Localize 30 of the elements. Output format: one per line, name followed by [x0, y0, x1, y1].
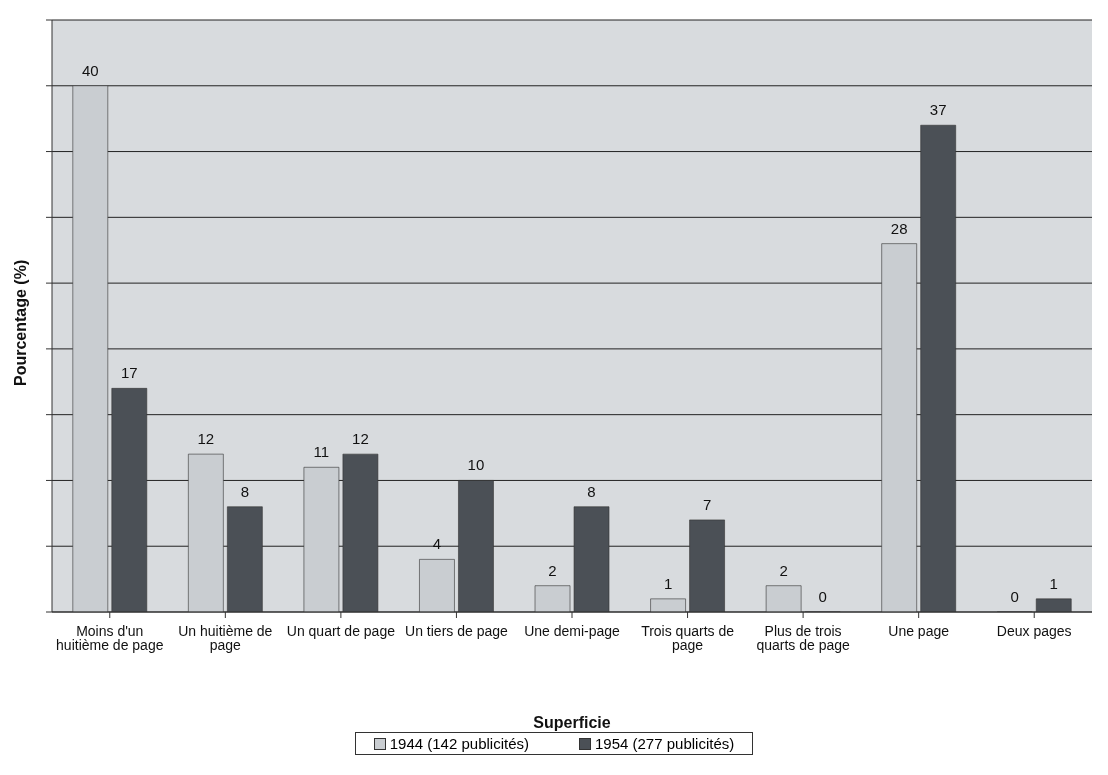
x-tick-label: Moins d'un huitième de page — [56, 622, 164, 653]
data-label: 10 — [467, 456, 485, 474]
data-label: 37 — [929, 101, 947, 119]
data-label: 2 — [779, 561, 788, 579]
x-tick-label: Un quart de page — [286, 622, 396, 639]
data-label: 7 — [702, 495, 712, 513]
x-tick-label: Deux pages — [996, 622, 1072, 639]
data-label: 8 — [587, 482, 596, 500]
y-axis-title: Pourcentage (%) — [11, 259, 29, 386]
legend-label: 1954 (277 publicités) — [594, 735, 735, 752]
data-label: 12 — [352, 430, 369, 448]
data-label: 0 — [818, 587, 827, 605]
data-label: 1 — [1049, 574, 1058, 592]
x-tick-label: Trois quarts de page — [641, 622, 735, 653]
data-label: 28 — [890, 219, 908, 237]
x-tick-label: Une page — [888, 622, 950, 639]
x-axis-title: Superficie — [533, 714, 611, 731]
data-label: 0 — [1010, 587, 1019, 605]
data-label: 17 — [120, 364, 138, 382]
data-label: 1 — [663, 574, 673, 592]
x-tick-label: Plus de trois quarts de page — [756, 622, 851, 653]
x-tick-label: Un huitième de page — [178, 622, 273, 653]
x-tick-label: Une demi-page — [524, 622, 621, 639]
data-label: 8 — [240, 482, 250, 500]
x-tick-label: Un tiers de page — [405, 622, 509, 639]
legend-label: 1944 (142 publicités) — [388, 735, 529, 752]
data-label: 40 — [81, 61, 99, 79]
data-label: 12 — [197, 430, 215, 448]
data-label: 2 — [548, 561, 557, 579]
data-label: 11 — [313, 443, 330, 461]
